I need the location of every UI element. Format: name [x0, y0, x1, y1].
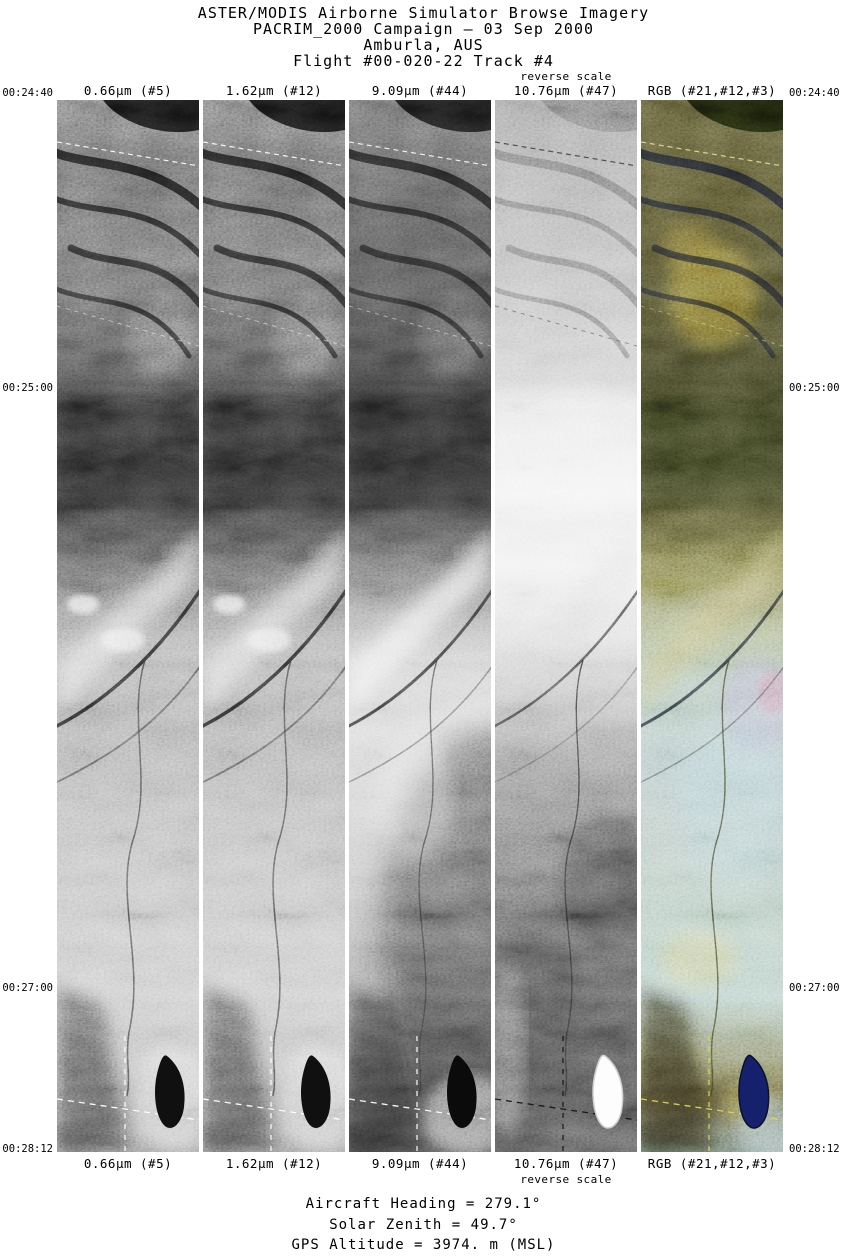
- column-header-band44: 9.09µm (#44): [371, 83, 469, 98]
- time-label-right-1: 00:25:00: [789, 382, 840, 394]
- column-footer-band12: 1.62µm (#12): [225, 1156, 323, 1171]
- header-site: Amburla, AUS: [363, 36, 484, 54]
- time-label-right-2: 00:27:00: [789, 982, 840, 994]
- strip-image-0-66um: [57, 100, 199, 1152]
- column-header-band47: 10.76µm (#47): [513, 83, 619, 98]
- time-label-left-3: 00:28:12: [2, 1143, 53, 1155]
- strip-image-10-76um: [495, 100, 637, 1152]
- gps-altitude: GPS Altitude = 3974. m (MSL): [291, 1237, 556, 1253]
- column-footer-band44: 9.09µm (#44): [371, 1156, 469, 1171]
- time-label-right-3: 00:28:12: [789, 1143, 840, 1155]
- header-flight-track: Flight #00-020-22 Track #4: [293, 52, 554, 70]
- header-campaign: PACRIM_2000 Campaign — 03 Sep 2000: [252, 20, 595, 38]
- flight-parameters: Aircraft Heading = 279.1° Solar Zenith =…: [0, 1194, 847, 1256]
- strip-image-9-09um: [349, 100, 491, 1152]
- time-label-left-1: 00:25:00: [2, 382, 53, 394]
- column-footer-band5: 0.66µm (#5): [83, 1156, 173, 1171]
- solar-zenith: Solar Zenith = 49.7°: [329, 1216, 518, 1233]
- column-header-band5: 0.66µm (#5): [83, 83, 173, 98]
- strip-image-rgb: [641, 100, 783, 1152]
- aircraft-heading: Aircraft Heading = 279.1°: [305, 1196, 542, 1212]
- time-label-right-0: 00:24:40: [789, 87, 840, 99]
- column-header-band12: 1.62µm (#12): [225, 83, 323, 98]
- reverse-scale-note-bottom: reverse scale: [520, 1173, 612, 1186]
- time-label-left-0: 00:24:40: [2, 87, 53, 99]
- column-footer-band47: 10.76µm (#47): [513, 1156, 619, 1171]
- column-footer-rgb: RGB (#21,#12,#3): [647, 1156, 777, 1171]
- strip-image-1-62um: [203, 100, 345, 1152]
- header-title: ASTER/MODIS Airborne Simulator Browse Im…: [197, 4, 650, 22]
- reverse-scale-note-top: reverse scale: [520, 70, 612, 83]
- page-header: ASTER/MODIS Airborne Simulator Browse Im…: [0, 5, 847, 69]
- time-label-left-2: 00:27:00: [2, 982, 53, 994]
- column-header-rgb: RGB (#21,#12,#3): [647, 83, 777, 98]
